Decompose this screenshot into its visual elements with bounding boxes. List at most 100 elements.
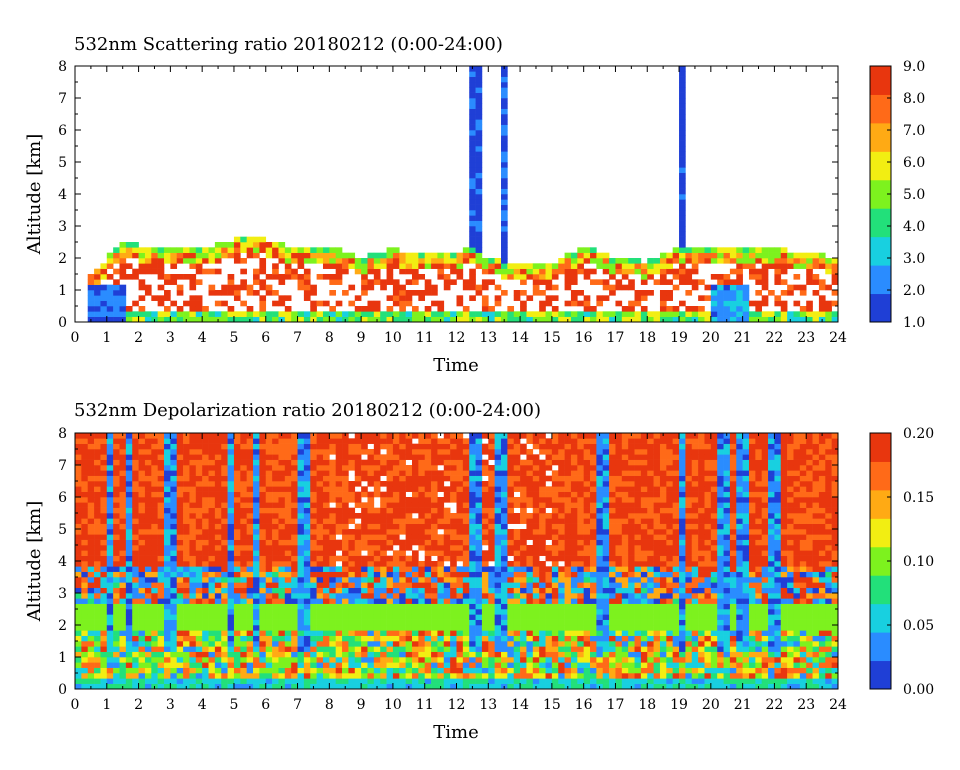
scattering-heatmap-cell [456, 311, 464, 317]
scattering-heatmap-cell [297, 311, 305, 317]
depolarization-heatmap-cell [456, 481, 464, 487]
scattering-heatmap-cell [564, 268, 572, 275]
depolarization-heatmap-cell [354, 449, 362, 455]
scattering-heatmap-cell [462, 284, 470, 291]
depolarization-heatmap-cell [399, 433, 406, 439]
depolarization-heatmap-cell [481, 507, 489, 514]
scattering-heatmap-cell [501, 236, 508, 243]
depolarization-heatmap-cell [144, 545, 152, 551]
depolarization-heatmap-cell [221, 593, 228, 599]
depolarization-heatmap-cell [170, 635, 178, 642]
scattering-heatmap-cell [583, 268, 591, 275]
depolarization-heatmap-cell [551, 502, 559, 508]
depolarization-heatmap-cell [373, 609, 381, 615]
depolarization-heatmap-cell [520, 657, 527, 663]
depolarization-heatmap-cell [87, 646, 95, 652]
depolarization-heatmap-cell [361, 587, 368, 594]
depolarization-heatmap-cell [418, 534, 426, 540]
depolarization-heatmap-cell [386, 523, 394, 530]
depolarization-heatmap-cell [106, 545, 114, 551]
depolarization-heatmap-cell [284, 555, 292, 562]
depolarization-heatmap-cell [157, 609, 165, 615]
depolarization-heatmap-cell [494, 529, 502, 535]
scattering-heatmap-cell [634, 258, 642, 264]
scattering-heatmap-cell [386, 258, 394, 264]
depolarization-heatmap-cell [176, 619, 184, 626]
scattering-heatmap-cell [475, 130, 483, 136]
scattering-heatmap-cell [106, 311, 114, 317]
scattering-heatmap-cell [119, 306, 127, 312]
depolarization-heatmap-cell [380, 539, 387, 546]
depolarization-heatmap-cell [132, 534, 139, 540]
depolarization-heatmap-cell [462, 523, 470, 530]
scattering-heatmap-cell [672, 306, 680, 312]
depolarization-heatmap-cell [399, 646, 406, 652]
depolarization-heatmap-cell [94, 667, 101, 674]
scattering-heatmap-cell [297, 263, 305, 269]
depolarization-heatmap-cell [221, 534, 228, 540]
depolarization-heatmap-cell [513, 529, 521, 535]
depolarization-heatmap-cell [189, 587, 197, 594]
depolarization-heatmap-cell [501, 651, 508, 658]
depolarization-heatmap-cell [94, 491, 101, 498]
depolarization-heatmap-cell [456, 598, 464, 604]
depolarization-heatmap-cell [253, 609, 260, 615]
scattering-heatmap-cell [621, 258, 629, 264]
scattering-heatmap-cell [679, 210, 686, 216]
depolarization-heatmap-cell [278, 635, 286, 642]
depolarization-heatmap-cell [100, 651, 108, 658]
depolarization-heatmap-cell [208, 566, 216, 572]
depolarization-heatmap-cell [240, 470, 247, 476]
depolarization-heatmap-cell [278, 507, 286, 514]
depolarization-heatmap-cell [265, 497, 273, 503]
depolarization-heatmap-cell [386, 518, 394, 524]
depolarization-heatmap-cell [144, 470, 152, 476]
depolarization-heatmap-cell [227, 662, 235, 668]
depolarization-heatmap-cell [176, 673, 184, 679]
depolarization-heatmap-cell [297, 582, 305, 588]
scattering-heatmap-cell [469, 295, 476, 301]
depolarization-heatmap-cell [532, 438, 540, 444]
depolarization-heatmap-cell [329, 465, 336, 471]
depolarization-heatmap-cell [545, 550, 553, 556]
depolarization-heatmap-cell [513, 454, 521, 460]
scattering-heatmap-cell [386, 263, 394, 269]
scattering-heatmap-cell [475, 183, 483, 189]
depolarization-heatmap-cell [202, 678, 209, 684]
depolarization-heatmap-cell [545, 657, 553, 663]
depolarization-heatmap-cell [354, 667, 362, 674]
depolarization-heatmap-cell [227, 667, 235, 674]
scattering-heatmap-cell [679, 274, 686, 280]
depolarization-heatmap-cell [361, 555, 368, 562]
depolarization-heatmap-cell [380, 619, 387, 626]
depolarization-heatmap-cell [443, 651, 451, 658]
depolarization-heatmap-cell [240, 651, 247, 658]
depolarization-heatmap-cell [214, 603, 222, 610]
depolarization-heatmap-cell [392, 598, 400, 604]
depolarization-heatmap-cell [424, 641, 432, 647]
scattering-heatmap-cell [679, 92, 686, 99]
scattering-heatmap-cell [227, 247, 235, 253]
depolarization-heatmap-cell [481, 619, 489, 626]
scattering-heatmap-cell [507, 268, 515, 275]
depolarization-heatmap-cell [354, 646, 362, 652]
depolarization-heatmap-cell [157, 646, 165, 652]
scattering-heatmap-cell [475, 92, 483, 99]
scattering-heatmap-cell [386, 306, 394, 312]
depolarization-heatmap-cell [125, 683, 133, 690]
scattering-heatmap-cell [246, 306, 254, 312]
depolarization-heatmap-cell [106, 555, 114, 562]
depolarization-heatmap-cell [240, 454, 247, 460]
depolarization-heatmap-cell [367, 667, 375, 674]
scattering-heatmap-cell [513, 274, 521, 280]
depolarization-heatmap-cell [144, 625, 152, 631]
scattering-heatmap-cell [418, 252, 426, 259]
depolarization-heatmap-cell [119, 561, 127, 567]
depolarization-heatmap-cell [157, 513, 165, 519]
depolarization-heatmap-cell [322, 609, 330, 615]
scattering-heatmap-cell [361, 258, 368, 264]
depolarization-heatmap-cell [170, 529, 178, 535]
depolarization-heatmap-cell [348, 491, 356, 498]
depolarization-heatmap-cell [361, 459, 368, 466]
depolarization-heatmap-cell [284, 609, 292, 615]
